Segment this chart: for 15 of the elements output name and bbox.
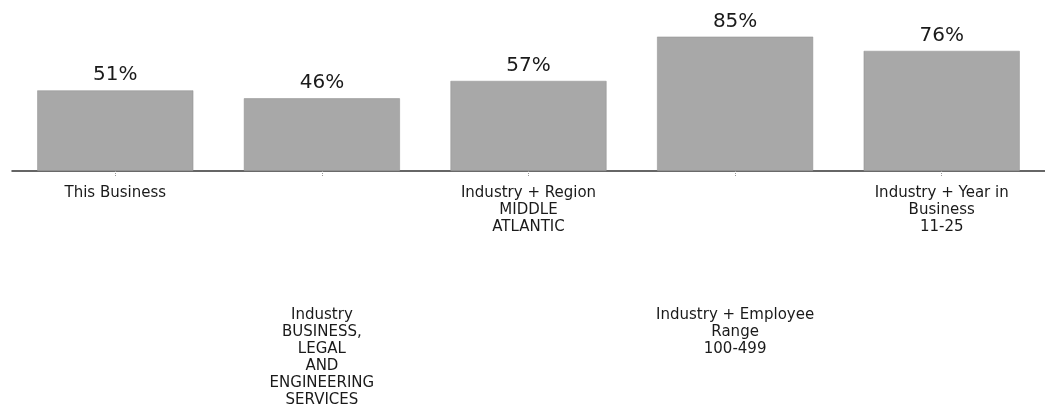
data-label: 51% [93, 61, 138, 86]
x-tick-label: This Business [63, 182, 167, 201]
data-label: 46% [299, 69, 345, 94]
bar [37, 90, 194, 171]
x-tick-label: Industry + Region MIDDLE ATLANTIC [460, 182, 597, 235]
bar [657, 36, 814, 171]
x-tick-label: Industry + Year in Business 11-25 [874, 182, 1009, 235]
bar [450, 80, 607, 171]
bar [863, 50, 1020, 171]
x-tick-label: Industry + Employee Range 100-499 [656, 304, 815, 357]
data-label: 76% [919, 21, 964, 46]
x-tick-label: Industry BUSINESS, LEGAL AND ENGINEERING SERVICES [269, 304, 375, 407]
data-label: 57% [506, 51, 551, 76]
data-label: 85% [712, 7, 758, 32]
bar [243, 98, 400, 171]
